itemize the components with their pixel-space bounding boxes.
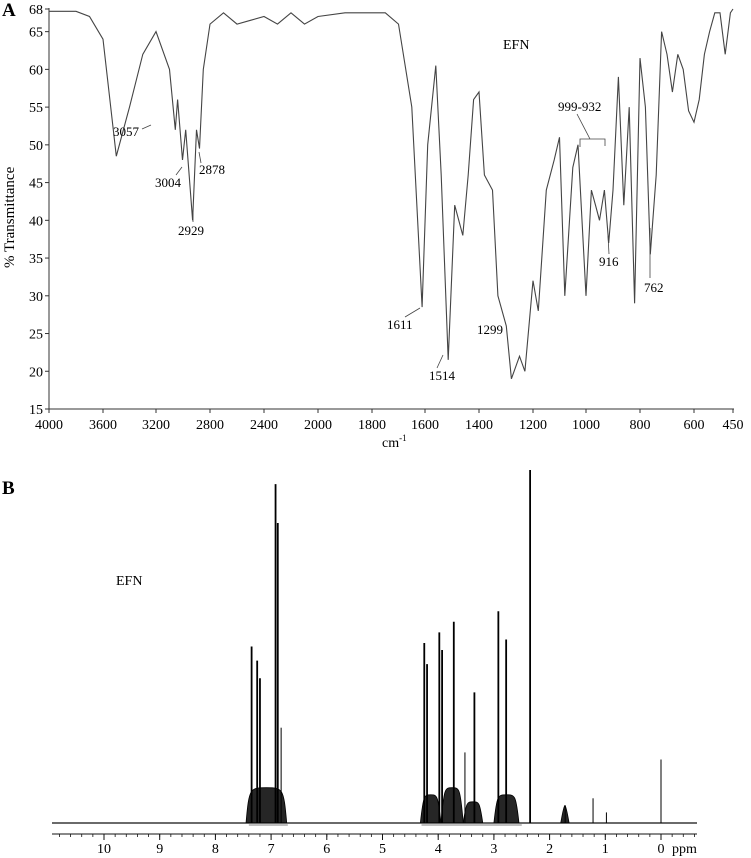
nmr-x-tick-label: 0 xyxy=(658,842,665,857)
ir-x-tick-label: 4000 xyxy=(35,418,63,433)
nmr-x-tick-label: 1 xyxy=(602,842,609,857)
ir-annotation-leader xyxy=(141,124,152,130)
ir-y-tick-label: 68 xyxy=(29,3,43,18)
ir-spectrum-line xyxy=(49,8,734,379)
ir-panel: A EFN % Transmittance 15 20 25 30 35 40 45 50 55… xyxy=(2,0,744,451)
ir-y-tick-label: 40 xyxy=(29,214,43,229)
nmr-multiplet-envelope xyxy=(440,787,464,824)
ir-range-bracket xyxy=(579,138,606,147)
nmr-chart-title: EFN xyxy=(116,574,142,589)
ir-x-tick-label: 2800 xyxy=(196,418,224,433)
ir-x-tick-label: 1200 xyxy=(519,418,547,433)
ir-x-tick-label: 450 xyxy=(723,418,744,433)
nmr-x-tick-label: 9 xyxy=(156,842,163,857)
ir-chart-title: EFN xyxy=(503,38,529,53)
ir-y-axis-label: % Transmittance xyxy=(2,166,18,268)
nmr-spectrum-peaks xyxy=(245,470,662,826)
ir-peak-label: 916 xyxy=(599,254,619,269)
nmr-x-tick-label: 10 xyxy=(97,842,111,857)
nmr-multiplet-envelope xyxy=(245,787,288,824)
ir-annotation-leader xyxy=(436,354,444,369)
ir-annotation-leader xyxy=(576,113,591,140)
ir-y-tick-label: 20 xyxy=(29,365,43,380)
ir-peak-label: 3057 xyxy=(113,124,140,139)
nmr-x-tick-label: 8 xyxy=(212,842,219,857)
ir-annotation-leader xyxy=(175,166,183,176)
ir-x-tick-label: 1000 xyxy=(572,418,600,433)
nmr-x-tick-label: 3 xyxy=(490,842,497,857)
ir-y-tick-label: 45 xyxy=(29,177,43,192)
ir-x-ticks: 4000 3600 3200 2800 2400 2000 1800 1600 1400 1200… xyxy=(35,409,744,433)
nmr-x-tick-label: 4 xyxy=(435,842,442,857)
ir-y-tick-label: 25 xyxy=(29,328,43,343)
ir-x-tick-label: 1800 xyxy=(358,418,386,433)
nmr-x-ticks: 10 9 8 7 6 5 4 3 2 1 0 xyxy=(97,834,665,857)
ir-y-tick-label: 55 xyxy=(29,101,43,116)
ir-y-tick-label: 15 xyxy=(29,403,43,418)
nmr-x-tick-label: 7 xyxy=(268,842,275,857)
ir-peak-label: 762 xyxy=(644,280,664,295)
ir-peak-label: 999-932 xyxy=(558,99,601,114)
ir-y-ticks: 15 20 25 30 35 40 45 50 55 60 65 68 xyxy=(29,3,49,418)
ir-y-tick-label: 50 xyxy=(29,139,43,154)
nmr-unit-label: ppm xyxy=(672,842,697,857)
ir-peak-label: 3004 xyxy=(155,175,182,190)
nmr-panel: B EFN 10 9 8 7 6 5 4 3 2 1 0 ppm xyxy=(2,470,697,857)
ir-x-axis-label: cm-1 xyxy=(382,433,407,451)
ir-y-tick-label: 60 xyxy=(29,63,43,78)
ir-peak-label: 2878 xyxy=(199,162,225,177)
ir-peak-label: 1299 xyxy=(477,322,503,337)
ir-y-tick-label: 35 xyxy=(29,252,43,267)
ir-y-tick-label: 65 xyxy=(29,26,43,41)
ir-annotation-leader xyxy=(198,151,202,164)
ir-x-tick-label: 1600 xyxy=(411,418,439,433)
ir-x-tick-label: 800 xyxy=(630,418,651,433)
ir-y-tick-label: 30 xyxy=(29,290,43,305)
ir-peak-label: 2929 xyxy=(178,223,204,238)
panel-a-label: A xyxy=(2,0,16,21)
ir-x-tick-label: 3600 xyxy=(89,418,117,433)
ir-x-tick-label: 2400 xyxy=(250,418,278,433)
nmr-x-tick-label: 2 xyxy=(546,842,553,857)
nmr-multiplet-envelope xyxy=(462,801,484,824)
ir-peak-label: 1611 xyxy=(387,317,413,332)
ir-x-tick-label: 3200 xyxy=(142,418,170,433)
ir-peak-annotations: 3057 3004 2929 2878 1611 1514 1299 999-932 916 76… xyxy=(113,99,664,383)
ir-x-tick-label: 1400 xyxy=(465,418,493,433)
ir-peak-label: 1514 xyxy=(429,368,456,383)
panel-b-label: B xyxy=(2,478,15,499)
ir-x-tick-label: 600 xyxy=(684,418,705,433)
nmr-x-tick-label: 6 xyxy=(323,842,330,857)
ir-x-tick-label: 2000 xyxy=(304,418,332,433)
ir-annotation-leader xyxy=(607,235,610,255)
ir-annotation-leader xyxy=(404,307,421,318)
nmr-x-tick-label: 5 xyxy=(379,842,386,857)
